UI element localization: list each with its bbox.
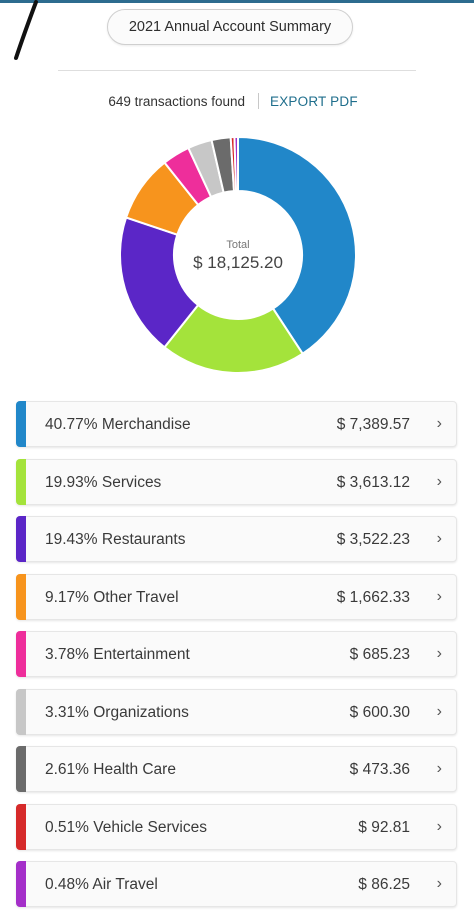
category-row-services[interactable]: 19.93% Services $ 3,613.12 › bbox=[16, 458, 457, 505]
category-label: 3.31% Organizations bbox=[45, 703, 189, 721]
category-amount: $ 473.36 bbox=[349, 761, 410, 778]
category-label: 9.17% Other Travel bbox=[45, 588, 179, 606]
category-label: 0.51% Vehicle Services bbox=[45, 818, 207, 836]
chevron-right-icon: › bbox=[436, 587, 442, 605]
pen-scribble bbox=[14, 0, 38, 60]
category-label: 40.77% Merchandise bbox=[45, 416, 191, 433]
chevron-right-icon: › bbox=[436, 415, 442, 432]
category-label: 2.61% Health Care bbox=[45, 761, 176, 778]
category-row-organizations[interactable]: 3.31% Organizations $ 600.30 › bbox=[16, 688, 457, 735]
category-row-other-travel[interactable]: 9.17% Other Travel $ 1,662.33 › bbox=[16, 573, 457, 620]
category-amount: $ 86.25 bbox=[358, 876, 410, 893]
category-amount: $ 600.30 bbox=[349, 703, 410, 721]
category-label: 3.78% Entertainment bbox=[45, 646, 190, 663]
category-row-entertainment[interactable]: 3.78% Entertainment $ 685.23 › bbox=[16, 631, 457, 677]
chevron-right-icon: › bbox=[436, 817, 442, 835]
category-color-bar bbox=[16, 746, 26, 792]
summary-title-button[interactable]: 2021 Annual Account Summary bbox=[107, 9, 353, 45]
chevron-right-icon: › bbox=[436, 472, 442, 490]
donut-svg bbox=[119, 135, 357, 374]
category-label: 19.93% Services bbox=[45, 473, 162, 491]
category-amount: $ 685.23 bbox=[349, 646, 410, 663]
category-color-bar bbox=[16, 516, 26, 562]
category-label: 0.48% Air Travel bbox=[45, 876, 158, 893]
category-amount: $ 3,522.23 bbox=[336, 531, 410, 548]
category-row-merchandise[interactable]: 40.77% Merchandise $ 7,389.57 › bbox=[16, 401, 457, 447]
chevron-right-icon: › bbox=[436, 875, 442, 892]
summary-title: 2021 Annual Account Summary bbox=[128, 19, 332, 35]
chevron-right-icon: › bbox=[436, 760, 442, 777]
category-row-air-travel[interactable]: 0.48% Air Travel $ 86.25 › bbox=[16, 861, 457, 907]
category-color-bar bbox=[16, 688, 26, 735]
category-amount: $ 92.81 bbox=[358, 818, 410, 836]
total-label: Total bbox=[226, 239, 250, 251]
category-color-bar bbox=[16, 861, 26, 907]
category-row-vehicle-services[interactable]: 0.51% Vehicle Services $ 92.81 › bbox=[16, 803, 457, 850]
category-row-restaurants[interactable]: 19.43% Restaurants $ 3,522.23 › bbox=[16, 516, 457, 562]
total-value: $ 18,125.20 bbox=[193, 253, 283, 272]
chevron-right-icon: › bbox=[436, 702, 442, 720]
chevron-right-icon: › bbox=[436, 645, 442, 662]
donut-slice-0 bbox=[237, 135, 357, 356]
chevron-right-icon: › bbox=[436, 530, 442, 547]
category-amount: $ 3,613.12 bbox=[336, 473, 410, 491]
separator bbox=[258, 93, 259, 109]
donut-center: Total $ 18,125.20 bbox=[118, 239, 358, 273]
category-row-health-care[interactable]: 2.61% Health Care $ 473.36 › bbox=[16, 746, 457, 792]
export-pdf-link[interactable]: EXPORT PDF bbox=[270, 94, 358, 109]
category-amount: $ 1,662.33 bbox=[336, 588, 410, 606]
category-color-bar bbox=[16, 803, 26, 850]
category-color-bar bbox=[16, 573, 26, 620]
category-color-bar bbox=[16, 631, 26, 677]
spending-donut-chart: Total $ 18,125.20 bbox=[118, 135, 358, 375]
transactions-count: 649 transactions found bbox=[108, 94, 245, 109]
donut-slice-8 bbox=[233, 135, 239, 193]
transactions-row: 649 transactions found EXPORT PDF bbox=[0, 92, 474, 112]
category-color-bar bbox=[16, 458, 26, 505]
category-label: 19.43% Restaurants bbox=[45, 531, 186, 548]
category-amount: $ 7,389.57 bbox=[336, 416, 410, 433]
top-rule bbox=[0, 0, 474, 3]
category-color-bar bbox=[16, 401, 26, 447]
divider bbox=[58, 70, 416, 71]
category-list: 40.77% Merchandise $ 7,389.57 › 19.93% S… bbox=[16, 401, 457, 919]
